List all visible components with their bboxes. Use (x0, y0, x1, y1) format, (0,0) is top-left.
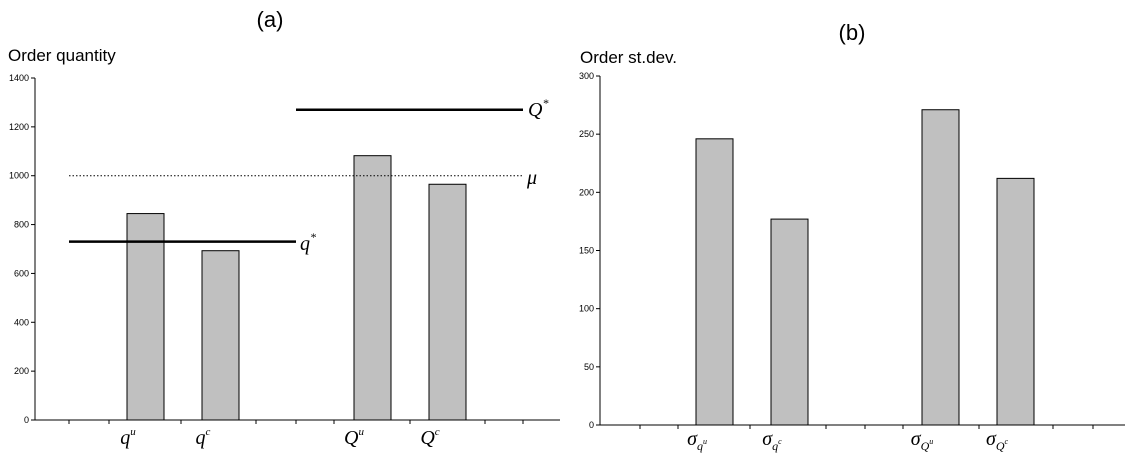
y-tick-label: 300 (579, 71, 594, 81)
panel-label-b: (b) (839, 20, 866, 45)
x-category-label: σQu (911, 428, 934, 453)
y-axis-label: Order st.dev. (580, 48, 677, 67)
y-tick-label: 0 (24, 415, 29, 425)
x-category-label: σqu (687, 428, 707, 453)
x-category-label: qc (196, 426, 211, 449)
bar (428, 183, 467, 421)
y-tick-label: 1000 (9, 171, 29, 181)
x-category-label: σQc (986, 428, 1009, 453)
y-tick-label: 0 (589, 420, 594, 430)
x-category-label: Qc (420, 426, 439, 449)
y-tick-label: 800 (14, 220, 29, 230)
x-category-label: σqc (762, 428, 782, 453)
bar (921, 109, 960, 426)
y-tick-label: 100 (579, 304, 594, 314)
y-tick-label: 150 (579, 246, 594, 256)
bar (770, 218, 809, 426)
bar (996, 177, 1035, 426)
y-tick-label: 200 (14, 366, 29, 376)
panel-b: (b) Order st.dev. 0 50 100 150 200 250 300 σqu σqc… (579, 20, 1125, 453)
reference-line-label: μ (526, 167, 537, 189)
y-tick-label: 600 (14, 268, 29, 278)
reference-line-label: q* (300, 230, 316, 255)
y-tick-label: 1400 (9, 73, 29, 83)
reference-line-label: Q* (528, 96, 548, 121)
y-tick-label: 50 (584, 362, 594, 372)
bar (353, 155, 392, 421)
y-axis-label: Order quantity (8, 46, 116, 65)
panel-label-a: (a) (257, 7, 284, 32)
y-tick-label: 250 (579, 129, 594, 139)
x-category-label: qu (120, 426, 136, 449)
x-category-label: Qu (344, 426, 364, 449)
bar (695, 138, 734, 426)
y-tick-label: 400 (14, 317, 29, 327)
y-tick-label: 1200 (9, 122, 29, 132)
bar (126, 213, 165, 421)
bar (201, 250, 240, 421)
y-tick-label: 200 (579, 187, 594, 197)
panel-a: (a) Order quantity 0 200 400 600 800 1000 1200 14… (8, 7, 560, 449)
